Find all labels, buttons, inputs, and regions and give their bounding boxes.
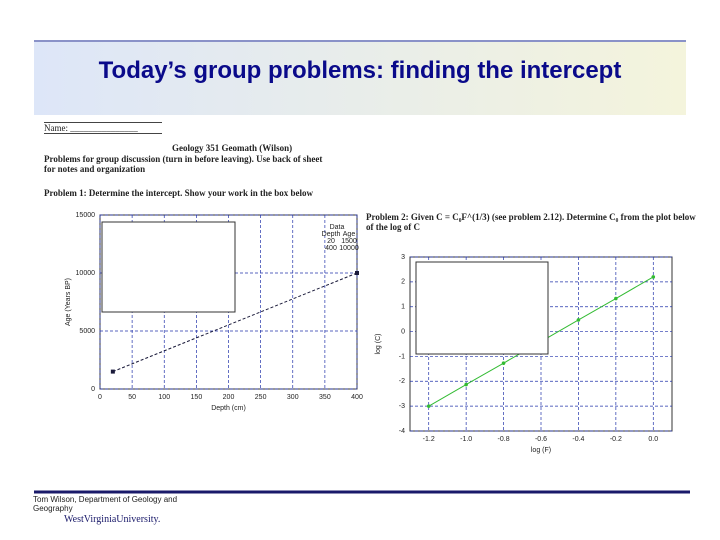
y-axis-label: log (C) bbox=[375, 333, 382, 354]
footer-credit: Tom Wilson, Department of Geology and Ge… bbox=[33, 495, 178, 513]
problem-2: Problem 2: Given C = C₀F^(1/3) (see prob… bbox=[366, 212, 696, 232]
x-tick-label: -0.2 bbox=[610, 436, 622, 443]
answer-box bbox=[415, 261, 549, 355]
y-tick-label: 2 bbox=[401, 279, 405, 286]
x-tick-label: -0.6 bbox=[535, 436, 547, 443]
y-tick-label: 3 bbox=[401, 254, 405, 261]
x-tick-label: -1.0 bbox=[460, 436, 472, 443]
y-tick-label: 1 bbox=[401, 304, 405, 311]
answer-box bbox=[101, 221, 236, 313]
legend-cell: 20 bbox=[327, 238, 335, 245]
x-tick-label: 50 bbox=[128, 394, 136, 401]
legend-header: Age bbox=[343, 231, 356, 238]
x-tick-label: -0.4 bbox=[572, 436, 584, 443]
slide-title: Today’s group problems: finding the inte… bbox=[98, 57, 622, 84]
x-tick-label: 100 bbox=[158, 394, 170, 401]
data-point bbox=[651, 275, 656, 279]
instructions: Problems for group discussion (turn in b… bbox=[44, 154, 323, 174]
x-tick-label: 250 bbox=[255, 394, 267, 401]
y-tick-label: -1 bbox=[399, 353, 405, 360]
y-tick-label: 5000 bbox=[79, 328, 95, 335]
legend-cell: 1500 bbox=[341, 238, 357, 245]
x-tick-label: 0 bbox=[98, 394, 102, 401]
course: Geology 351 Geomath (Wilson) bbox=[172, 143, 293, 153]
data-point bbox=[501, 361, 506, 365]
data-point bbox=[110, 369, 115, 374]
x-axis-label: log (F) bbox=[531, 447, 551, 454]
data-point bbox=[355, 271, 359, 275]
data-point bbox=[576, 318, 581, 322]
legend-cell: 10000 bbox=[339, 245, 359, 252]
problem-1: Problem 1: Determine the intercept. Show… bbox=[44, 188, 313, 198]
data-point bbox=[464, 382, 468, 387]
x-tick-label: 0.0 bbox=[648, 436, 658, 443]
y-tick-label: -2 bbox=[399, 378, 405, 385]
x-tick-label: -1.2 bbox=[423, 436, 435, 443]
y-tick-label: -4 bbox=[399, 428, 405, 435]
legend-header: Depth bbox=[322, 231, 341, 238]
x-tick-label: 350 bbox=[319, 394, 331, 401]
y-tick-label: 0 bbox=[401, 328, 405, 335]
title-box bbox=[34, 40, 686, 115]
x-tick-label: 400 bbox=[351, 394, 363, 401]
data-point bbox=[614, 296, 618, 301]
name-line: Name: _______________ bbox=[44, 122, 162, 134]
legend-title: Data bbox=[330, 224, 345, 231]
x-tick-label: 200 bbox=[223, 394, 235, 401]
x-axis-label: Depth (cm) bbox=[211, 405, 246, 412]
x-tick-label: -0.8 bbox=[498, 436, 510, 443]
y-tick-label: 0 bbox=[91, 386, 95, 393]
x-tick-label: 150 bbox=[191, 394, 203, 401]
x-tick-label: 300 bbox=[287, 394, 299, 401]
legend-cell: 400 bbox=[325, 245, 337, 252]
footer-logo: WestVirginiaUniversity. bbox=[64, 514, 161, 525]
y-tick-label: 10000 bbox=[76, 270, 96, 277]
data-point bbox=[426, 404, 431, 408]
y-tick-label: -3 bbox=[399, 403, 405, 410]
y-tick-label: 15000 bbox=[76, 212, 96, 219]
y-axis-label: Age (Years BP) bbox=[65, 278, 72, 326]
data-line bbox=[112, 272, 358, 373]
